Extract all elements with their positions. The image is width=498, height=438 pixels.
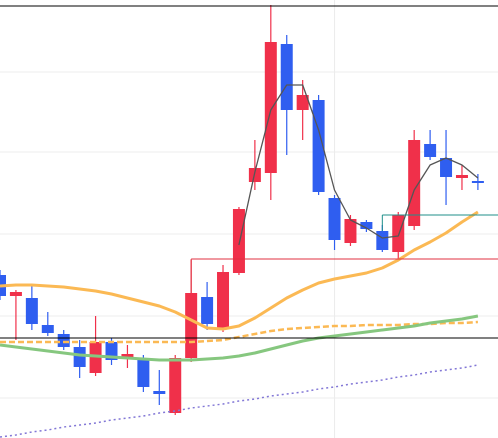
candle-body [169,358,182,413]
candle-body [280,44,293,110]
candle-body [25,298,38,324]
candle-body [471,181,484,183]
candle-body [9,292,22,296]
moving-average-line [238,84,479,246]
candle-body [360,222,373,229]
candle-body [73,347,86,367]
candle-body [153,391,166,394]
candle-body [392,215,405,252]
candle-body [440,158,453,177]
candle-body [264,42,277,173]
candle-body [376,231,389,250]
moving-average-line [0,364,479,438]
candle-body [232,209,245,273]
candle-body [408,140,421,226]
candle-body [137,359,150,387]
moving-average-line [0,314,479,362]
moving-average-line [0,320,478,344]
candle-body [121,354,134,358]
candle-body [424,144,437,157]
candle-body [455,175,468,178]
candle-body [185,293,198,358]
moving-average-line [0,210,479,331]
candle-body [217,272,230,329]
candle-body [296,95,309,110]
candle-body [344,219,357,243]
candle-body [41,325,54,333]
candle-body [201,297,214,324]
candle-body [328,198,341,240]
candle-body [57,334,70,347]
